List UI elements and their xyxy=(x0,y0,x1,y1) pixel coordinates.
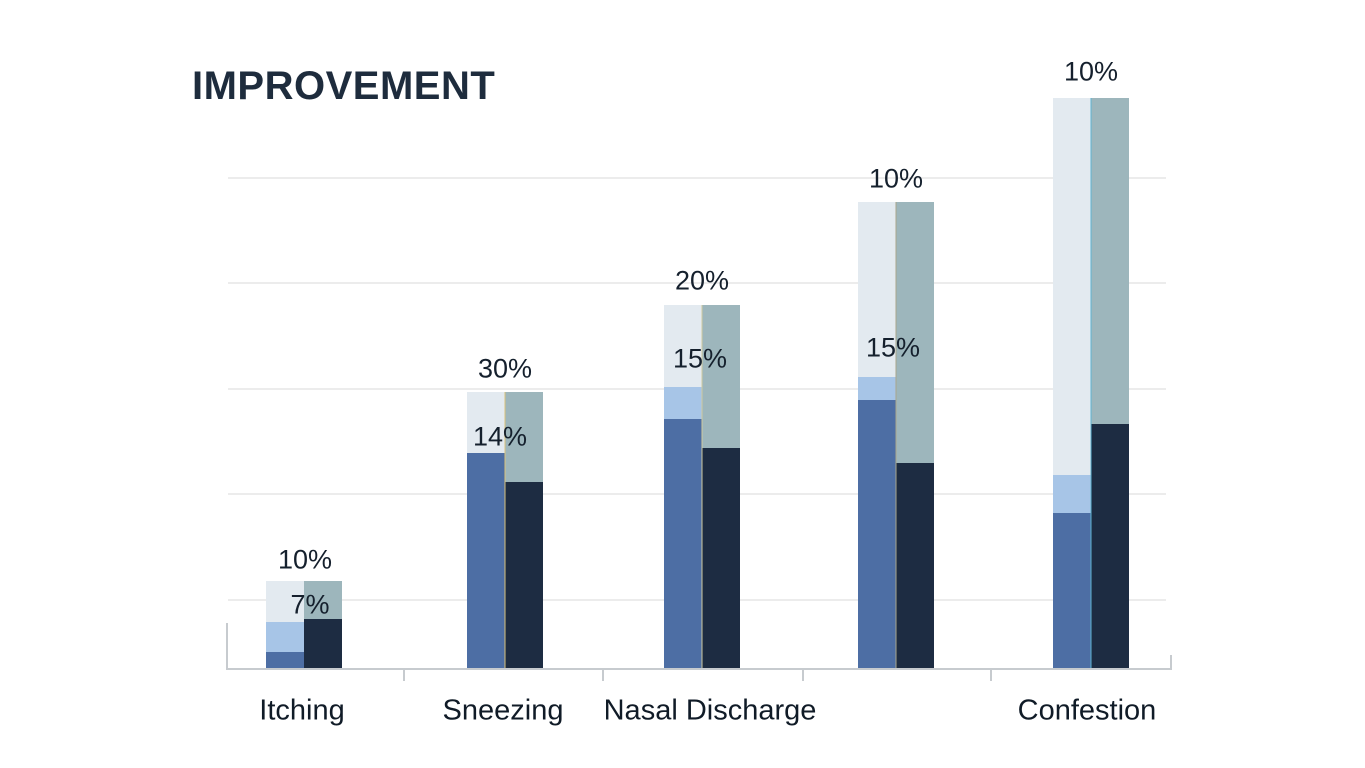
gridline xyxy=(228,177,1166,179)
left-bar-segment xyxy=(467,392,505,453)
bar-seam xyxy=(895,202,897,668)
category-label: Itching xyxy=(259,694,345,727)
axis-tick xyxy=(403,668,405,681)
left-bar-segment xyxy=(266,581,304,622)
axis-tick xyxy=(990,668,992,681)
axis-tick xyxy=(802,668,804,681)
left-bar-segment xyxy=(858,400,896,668)
category-label: Confestion xyxy=(1017,694,1157,727)
left-bar-segment xyxy=(266,652,304,668)
right-bar-segment xyxy=(304,581,342,619)
right-bar-segment xyxy=(896,202,934,463)
left-bar-segment xyxy=(858,377,896,400)
right-bar-segment xyxy=(1091,98,1129,424)
axis-tick xyxy=(602,668,604,681)
value-label: 10% xyxy=(868,163,924,194)
left-bar-segment xyxy=(1053,513,1091,668)
category-label: Nasal Discharge xyxy=(603,694,817,727)
left-bar-segment xyxy=(664,419,702,668)
left-bar-segment xyxy=(1053,98,1091,475)
right-bar-segment xyxy=(702,448,740,668)
right-bar-segment xyxy=(304,619,342,668)
bar-seam xyxy=(701,305,703,668)
value-label: 20% xyxy=(674,265,730,296)
right-bar-segment xyxy=(505,482,543,668)
left-bar-segment xyxy=(664,305,702,387)
left-bar-segment xyxy=(664,387,702,419)
value-label: 10% xyxy=(1063,56,1119,87)
value-label: 15% xyxy=(865,332,921,363)
left-bar-segment xyxy=(858,202,896,377)
left-bar-segment xyxy=(467,453,505,668)
bar-seam xyxy=(1090,98,1092,668)
right-bar-segment xyxy=(702,305,740,448)
category-label: Sneezing xyxy=(442,694,564,727)
left-bar-segment xyxy=(266,622,304,652)
value-label: 7% xyxy=(290,589,330,620)
value-label: 14% xyxy=(472,421,528,452)
value-label: 30% xyxy=(477,353,533,384)
value-label: 15% xyxy=(672,343,728,374)
axis-right-stub xyxy=(1170,655,1172,668)
gridline xyxy=(228,282,1166,284)
axis-left-stub xyxy=(226,623,228,668)
axis-baseline xyxy=(226,668,1172,670)
value-label: 10% xyxy=(277,544,333,575)
right-bar-segment xyxy=(1091,424,1129,668)
right-bar-segment xyxy=(505,392,543,482)
bar-seam xyxy=(504,392,506,668)
left-bar-segment xyxy=(1053,475,1091,513)
chart-title: IMPROVEMENT xyxy=(192,64,496,108)
right-bar-segment xyxy=(896,463,934,668)
